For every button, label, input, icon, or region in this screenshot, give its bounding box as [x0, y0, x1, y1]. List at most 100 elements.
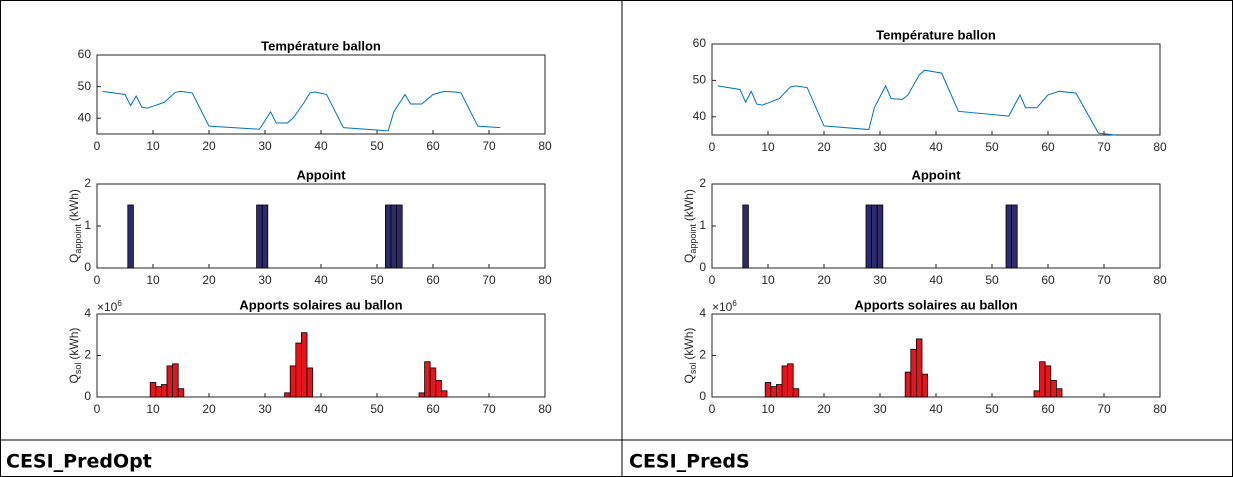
temperature-line	[102, 90, 501, 132]
x-tick-label: 20	[202, 402, 216, 416]
y-axis-label-unit: (kWh)	[67, 328, 81, 360]
x-tick-label: 50	[370, 273, 384, 287]
y-exponent-base: ×10	[97, 300, 118, 314]
chart-title: Apports solaires au ballon	[239, 297, 402, 312]
y-axis-label: Qsol (kWh)	[682, 328, 698, 384]
bar	[764, 382, 772, 398]
x-tick-label: 70	[482, 273, 496, 287]
axes-box	[711, 183, 1161, 269]
x-tick-label: 0	[94, 273, 101, 287]
y-tick-label: 2	[699, 348, 706, 362]
bar	[166, 365, 173, 398]
x-tick-label: 50	[370, 139, 384, 153]
x-tick-label: 10	[761, 402, 775, 416]
bar	[172, 363, 179, 398]
y-tick-label: 50	[78, 79, 92, 93]
bar	[289, 365, 297, 398]
bar	[384, 204, 392, 269]
bar	[127, 204, 134, 269]
bar	[1039, 361, 1046, 398]
y-tick-label: 2	[84, 176, 91, 190]
y-axis-label-unit: (kWh)	[682, 189, 696, 221]
y-tick-label: 0	[699, 389, 706, 403]
bar	[781, 365, 788, 398]
x-tick-label: 40	[929, 140, 943, 154]
y-tick-label: 0	[84, 389, 91, 403]
bar	[295, 342, 302, 398]
bar	[256, 204, 263, 269]
bar	[396, 204, 403, 269]
x-tick-label: 80	[538, 402, 552, 416]
bar	[916, 338, 923, 398]
bar	[1044, 365, 1052, 398]
x-tick-label: 60	[426, 402, 440, 416]
x-tick-label: 70	[482, 139, 496, 153]
x-tick-label: 40	[314, 139, 328, 153]
y-tick-label: 4	[84, 306, 91, 320]
x-tick-label: 70	[1097, 273, 1111, 287]
y-axis-label-symbol: Q	[67, 374, 81, 383]
bar	[424, 361, 431, 398]
y-axis-label-sub: sol	[688, 363, 698, 375]
chart-title: Température ballon	[876, 27, 996, 42]
x-tick-label: 80	[538, 273, 552, 287]
x-tick-label: 10	[761, 140, 775, 154]
y-tick-label: 1	[84, 218, 91, 232]
x-tick-label: 60	[1041, 140, 1055, 154]
x-tick-label: 70	[482, 402, 496, 416]
bar	[770, 386, 777, 398]
x-tick-label: 40	[929, 402, 943, 416]
x-tick-label: 50	[985, 402, 999, 416]
x-tick-label: 60	[426, 273, 440, 287]
y-tick-label: 0	[84, 260, 91, 274]
x-tick-label: 30	[873, 402, 887, 416]
caption: CESI_PredOpt	[6, 451, 152, 473]
y-axis-label-symbol: Q	[682, 374, 696, 383]
y-tick-label: 40	[693, 109, 707, 123]
x-tick-label: 80	[1153, 402, 1167, 416]
bar	[300, 332, 308, 398]
bar	[776, 384, 783, 398]
x-tick-label: 20	[202, 273, 216, 287]
x-tick-label: 30	[873, 140, 887, 154]
y-axis-label-unit: (kWh)	[67, 189, 81, 221]
bar	[261, 204, 269, 269]
x-tick-label: 10	[761, 273, 775, 287]
caption: CESI_PredS	[629, 451, 750, 473]
y-axis-label-sub: appoint	[73, 224, 83, 254]
x-tick-label: 30	[258, 273, 272, 287]
x-tick-label: 40	[929, 273, 943, 287]
y-tick-label: 2	[84, 348, 91, 362]
bar	[390, 204, 397, 269]
x-tick-label: 30	[258, 402, 272, 416]
y-tick-label: 60	[78, 47, 92, 61]
y-axis-label-symbol: Q	[682, 254, 696, 263]
y-axis-label-symbol: Q	[67, 254, 81, 263]
x-tick-label: 0	[709, 273, 716, 287]
y-axis-label-unit: (kWh)	[682, 328, 696, 360]
x-tick-label: 80	[1153, 140, 1167, 154]
axes-box	[96, 54, 546, 135]
chart-title: Température ballon	[261, 38, 381, 53]
x-tick-label: 80	[1153, 273, 1167, 287]
x-tick-label: 20	[817, 273, 831, 287]
bar	[921, 373, 928, 398]
x-tick-label: 0	[709, 140, 716, 154]
bar	[876, 204, 884, 269]
bar	[1056, 388, 1063, 398]
y-tick-label: 60	[693, 36, 707, 50]
x-tick-label: 40	[314, 273, 328, 287]
y-tick-label: 4	[699, 306, 706, 320]
y-tick-label: 0	[699, 260, 706, 274]
x-tick-label: 70	[1097, 140, 1111, 154]
y-exponent: ×106	[97, 299, 122, 314]
x-tick-label: 60	[426, 139, 440, 153]
bar	[155, 386, 162, 398]
y-axis-label-sub: appoint	[688, 224, 698, 254]
bar	[160, 384, 168, 398]
y-exponent-power: 6	[732, 299, 737, 308]
bar	[435, 379, 442, 398]
chart-title: Appoint	[911, 167, 961, 182]
bar	[1011, 204, 1018, 269]
